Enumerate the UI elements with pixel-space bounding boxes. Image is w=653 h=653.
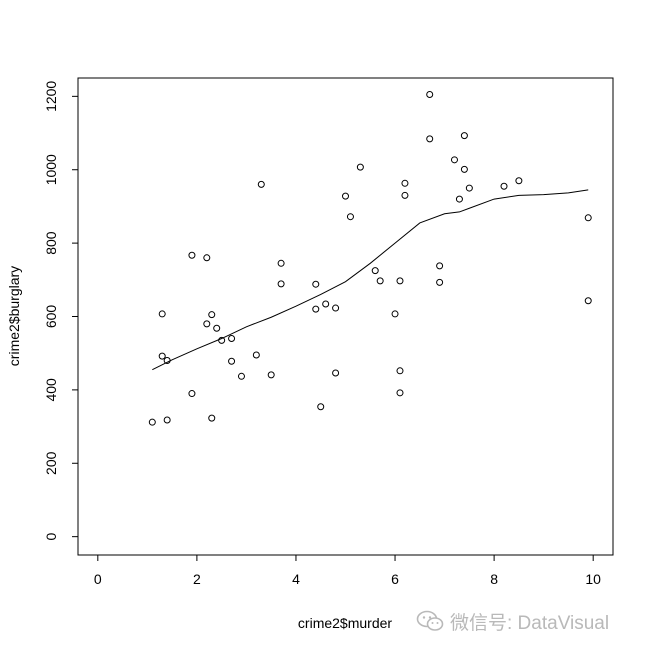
y-axis-title: crime2$burglary — [6, 266, 22, 366]
data-point — [312, 305, 320, 313]
data-point — [228, 335, 236, 343]
data-points — [148, 91, 592, 426]
y-tick-label: 0 — [43, 533, 59, 541]
data-point — [203, 254, 211, 262]
data-point — [208, 311, 216, 319]
data-point — [356, 163, 364, 171]
y-tick-label: 200 — [43, 451, 59, 475]
data-point — [277, 259, 285, 267]
data-point — [401, 191, 409, 199]
x-axis: 0 2 4 6 8 10 — [94, 554, 601, 587]
y-tick-label: 1000 — [43, 154, 59, 185]
x-tick-label: 4 — [292, 571, 300, 587]
data-point — [460, 132, 468, 140]
data-point — [396, 389, 404, 397]
data-point — [396, 277, 404, 285]
lowess-line — [152, 189, 589, 371]
data-point — [460, 165, 468, 173]
data-point — [257, 180, 265, 188]
x-tick-label: 10 — [585, 571, 601, 587]
data-point — [346, 213, 354, 221]
data-point — [465, 184, 473, 192]
data-point — [332, 369, 340, 377]
y-axis: 0 200 400 600 800 1000 1200 — [43, 81, 79, 541]
smooth-line-path — [152, 189, 589, 371]
data-point — [158, 310, 166, 318]
data-point — [391, 310, 399, 318]
data-point — [332, 304, 340, 312]
y-tick-label: 600 — [43, 305, 59, 329]
data-point — [277, 280, 285, 288]
x-axis-title: crime2$murder — [298, 615, 392, 631]
data-point — [584, 297, 592, 305]
x-tick-label: 0 — [94, 571, 102, 587]
data-point — [188, 390, 196, 398]
data-point — [228, 357, 236, 365]
y-tick-label: 800 — [43, 231, 59, 255]
data-point — [237, 372, 245, 380]
data-point — [376, 277, 384, 285]
data-point — [500, 182, 508, 190]
data-point — [342, 192, 349, 200]
data-point — [158, 352, 166, 360]
x-tick-label: 8 — [490, 571, 498, 587]
data-point — [396, 367, 404, 375]
data-point — [148, 418, 156, 426]
data-point — [371, 267, 379, 275]
data-point — [252, 351, 260, 359]
x-tick-label: 6 — [391, 571, 399, 587]
data-point — [218, 336, 226, 344]
data-point — [515, 177, 523, 185]
data-point — [401, 179, 409, 187]
data-point — [203, 320, 211, 328]
data-point — [317, 403, 325, 411]
watermark: 微信号: DataVisual — [416, 606, 609, 636]
watermark-text: 微信号: DataVisual — [450, 612, 610, 634]
data-point — [312, 280, 320, 288]
data-point — [322, 300, 330, 308]
data-point — [584, 214, 592, 222]
data-point — [455, 195, 463, 203]
data-point — [436, 262, 444, 270]
data-point — [426, 135, 434, 143]
data-point — [450, 156, 458, 164]
data-point — [213, 324, 221, 332]
y-tick-label: 400 — [43, 378, 59, 402]
wechat-icon — [416, 610, 444, 631]
plot-frame — [77, 77, 614, 556]
data-point — [208, 414, 216, 422]
y-tick-label: 1200 — [43, 81, 59, 112]
data-point — [163, 416, 171, 424]
data-point — [267, 371, 275, 379]
x-tick-label: 2 — [193, 571, 201, 587]
data-point — [426, 91, 434, 99]
data-point — [436, 278, 444, 286]
data-point — [188, 251, 196, 259]
